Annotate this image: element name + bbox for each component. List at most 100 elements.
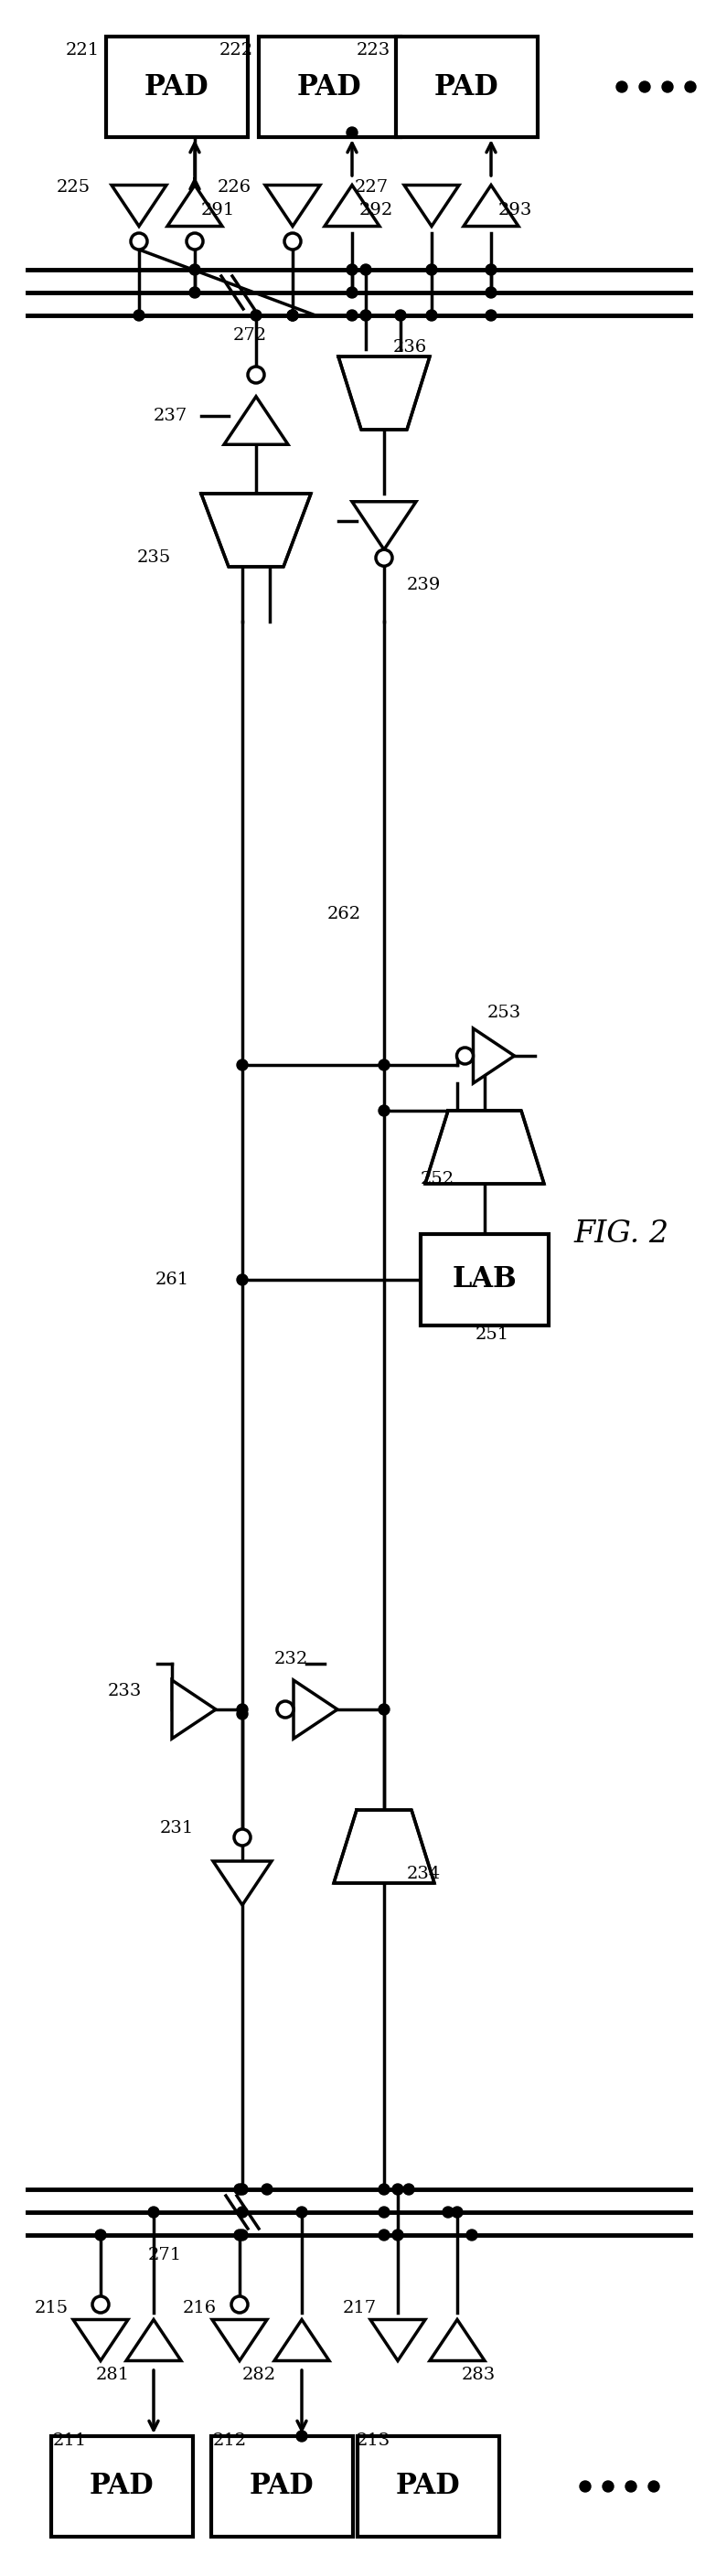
Circle shape <box>248 366 264 384</box>
Polygon shape <box>464 185 518 227</box>
Polygon shape <box>212 2318 267 2360</box>
Circle shape <box>452 2208 463 2218</box>
Polygon shape <box>339 355 430 430</box>
Text: 253: 253 <box>488 1005 521 1020</box>
Circle shape <box>379 2208 390 2218</box>
Polygon shape <box>352 502 416 549</box>
Polygon shape <box>294 1680 337 1739</box>
Text: 262: 262 <box>327 907 362 922</box>
Circle shape <box>466 2231 478 2241</box>
Circle shape <box>187 232 203 250</box>
Bar <box>357 2437 499 2537</box>
Bar <box>258 36 400 137</box>
Circle shape <box>347 126 357 139</box>
Text: PAD: PAD <box>396 2473 460 2501</box>
Circle shape <box>148 2208 159 2218</box>
Text: FIG. 2: FIG. 2 <box>574 1218 669 1249</box>
Circle shape <box>234 1829 251 1844</box>
Text: 223: 223 <box>357 41 391 59</box>
Polygon shape <box>126 2318 181 2360</box>
Circle shape <box>442 2208 453 2218</box>
Text: 237: 237 <box>154 407 188 425</box>
Polygon shape <box>473 1028 514 1084</box>
Circle shape <box>395 309 406 322</box>
Polygon shape <box>224 397 288 446</box>
Circle shape <box>616 82 627 93</box>
Polygon shape <box>370 2318 425 2360</box>
Text: 221: 221 <box>66 41 100 59</box>
Polygon shape <box>201 495 311 567</box>
Polygon shape <box>334 1811 435 1883</box>
Circle shape <box>379 1105 390 1115</box>
Circle shape <box>251 309 261 322</box>
Bar <box>51 2437 193 2537</box>
Text: 251: 251 <box>475 1327 510 1342</box>
Circle shape <box>392 2184 403 2195</box>
Text: LAB: LAB <box>453 1265 517 1293</box>
Circle shape <box>685 82 696 93</box>
Circle shape <box>379 2231 390 2241</box>
Polygon shape <box>73 2318 128 2360</box>
Bar <box>395 36 537 137</box>
Circle shape <box>379 1059 390 1072</box>
Circle shape <box>347 265 357 276</box>
Polygon shape <box>430 2318 485 2360</box>
Circle shape <box>580 2481 591 2491</box>
Circle shape <box>234 2231 245 2241</box>
Text: 236: 236 <box>393 340 427 355</box>
Polygon shape <box>274 2318 329 2360</box>
Text: 233: 233 <box>108 1682 142 1700</box>
Bar <box>106 36 247 137</box>
Circle shape <box>485 309 496 322</box>
Text: PAD: PAD <box>297 72 362 100</box>
Circle shape <box>360 309 372 322</box>
Circle shape <box>648 2481 659 2491</box>
Text: 222: 222 <box>220 41 253 59</box>
Circle shape <box>347 309 357 322</box>
Circle shape <box>626 2481 637 2491</box>
Circle shape <box>485 265 496 276</box>
Circle shape <box>189 265 200 276</box>
Circle shape <box>379 1703 390 1716</box>
Bar <box>420 1234 548 1327</box>
Text: PAD: PAD <box>144 72 209 100</box>
Text: 252: 252 <box>420 1172 455 1188</box>
Text: 232: 232 <box>274 1651 309 1667</box>
Text: 213: 213 <box>357 2432 391 2450</box>
Circle shape <box>237 2231 248 2241</box>
Circle shape <box>426 309 437 322</box>
Circle shape <box>662 82 673 93</box>
Text: 216: 216 <box>183 2300 217 2316</box>
Circle shape <box>287 309 298 322</box>
Circle shape <box>284 232 301 250</box>
Text: 235: 235 <box>137 549 171 567</box>
Polygon shape <box>172 1680 216 1739</box>
Circle shape <box>237 1275 248 1285</box>
Circle shape <box>261 2184 273 2195</box>
Text: 212: 212 <box>213 2432 247 2450</box>
Polygon shape <box>112 185 166 227</box>
Circle shape <box>95 2231 106 2241</box>
Circle shape <box>133 309 145 322</box>
Text: 226: 226 <box>218 180 251 196</box>
Circle shape <box>237 1703 248 1716</box>
Circle shape <box>296 2432 307 2442</box>
Text: 211: 211 <box>53 2432 87 2450</box>
Text: 217: 217 <box>343 2300 377 2316</box>
Text: 281: 281 <box>96 2367 130 2383</box>
Text: PAD: PAD <box>249 2473 314 2501</box>
Polygon shape <box>404 185 459 227</box>
Circle shape <box>237 1059 248 1072</box>
Circle shape <box>403 2184 415 2195</box>
Polygon shape <box>265 185 320 227</box>
Circle shape <box>277 1700 294 1718</box>
Circle shape <box>231 2295 248 2313</box>
Circle shape <box>347 286 357 299</box>
Text: 282: 282 <box>242 2367 276 2383</box>
Circle shape <box>360 265 372 276</box>
Circle shape <box>376 549 392 567</box>
Text: 261: 261 <box>155 1273 190 1288</box>
Text: 291: 291 <box>201 201 236 219</box>
Circle shape <box>237 2184 248 2195</box>
Circle shape <box>237 1708 248 1718</box>
